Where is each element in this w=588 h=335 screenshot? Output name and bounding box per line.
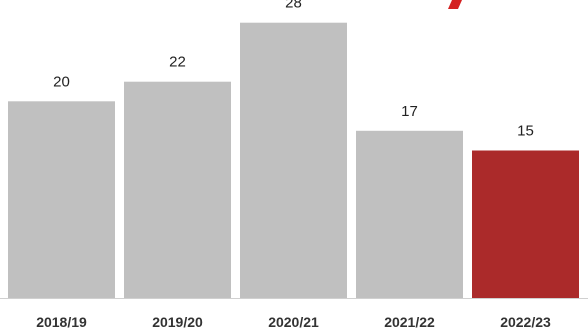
value-label-2021-22: 17 bbox=[401, 103, 418, 120]
value-label-2018-19: 20 bbox=[53, 73, 70, 90]
bar-2021-22 bbox=[356, 130, 463, 298]
bar-2018-19 bbox=[8, 101, 115, 298]
value-label-2020-21: 28 bbox=[285, 0, 302, 12]
tick-label-2021-22: 2021/22 bbox=[384, 314, 435, 330]
bar-2019-20 bbox=[124, 81, 231, 298]
value-label-2019-20: 22 bbox=[169, 54, 186, 71]
tick-labels-group: 2018/19 2019/20 2020/21 2021/22 2022/23 bbox=[36, 314, 551, 330]
bar-2022-23 bbox=[472, 150, 579, 298]
accent-mark bbox=[448, 0, 462, 9]
bars-group bbox=[8, 22, 579, 298]
tick-label-2022-23: 2022/23 bbox=[500, 314, 551, 330]
tick-label-2019-20: 2019/20 bbox=[152, 314, 203, 330]
tick-label-2020-21: 2020/21 bbox=[268, 314, 319, 330]
bar-2020-21 bbox=[240, 22, 347, 298]
tick-label-2018-19: 2018/19 bbox=[36, 314, 87, 330]
value-label-2022-23: 15 bbox=[517, 123, 534, 140]
value-labels-group: 20 22 28 17 15 bbox=[53, 0, 534, 140]
